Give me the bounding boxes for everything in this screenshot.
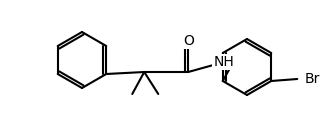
Text: Br: Br [304, 72, 319, 86]
Text: O: O [183, 34, 194, 48]
Text: NH: NH [214, 55, 235, 69]
